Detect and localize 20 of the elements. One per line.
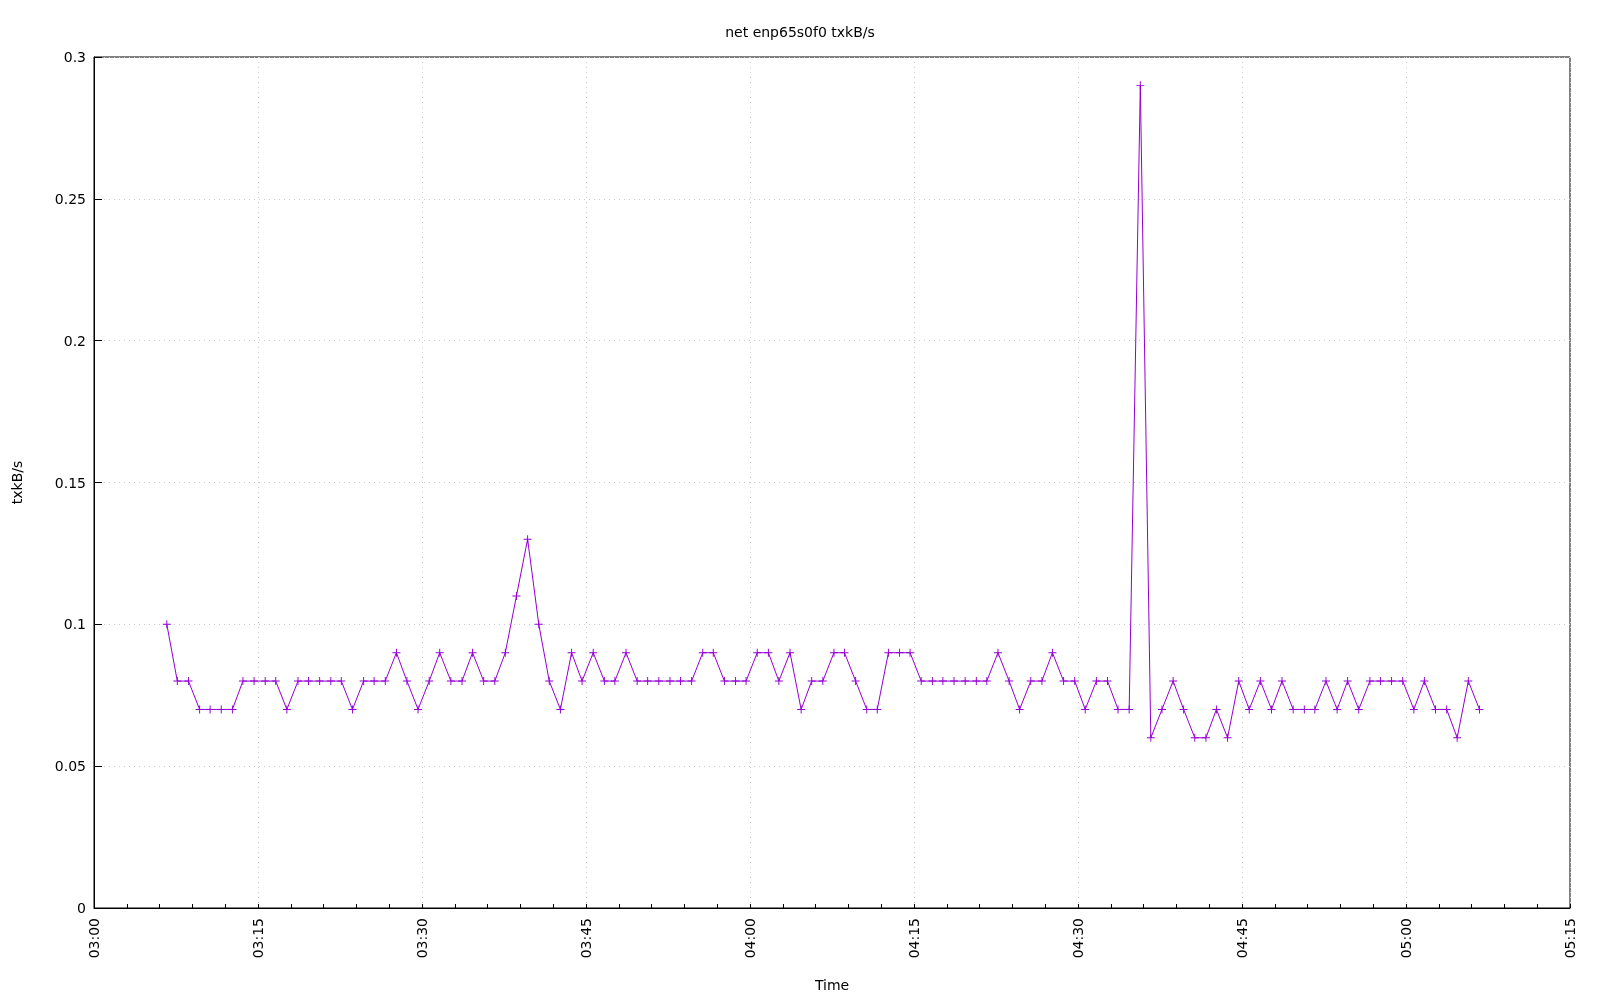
x-tick-label: 04:15 — [906, 918, 922, 959]
y-axis-title: txkB/s — [9, 460, 25, 505]
x-tick-label: 05:15 — [1562, 918, 1578, 959]
y-tick-label: 0.15 — [54, 474, 86, 491]
y-tick-label: 0.1 — [63, 616, 86, 633]
x-tick-label: 03:00 — [86, 918, 102, 959]
y-tick-label: 0.05 — [54, 758, 86, 775]
x-tick-label: 03:45 — [578, 918, 594, 959]
y-tick-label: 0 — [77, 900, 86, 916]
x-tick-label: 03:15 — [250, 918, 266, 959]
x-axis-title: Time — [813, 977, 850, 993]
x-tick-label: 04:45 — [1234, 918, 1250, 959]
y-tick-label: 0.25 — [54, 190, 86, 207]
x-tick-label: 04:00 — [742, 918, 758, 959]
y-tick-label: 0.3 — [63, 49, 86, 65]
x-tick-label: 03:30 — [414, 918, 430, 959]
chart-title: net enp65s0f0 txkB/s — [725, 24, 875, 40]
y-tick-label: 0.2 — [63, 332, 86, 349]
x-tick-label: 05:00 — [1398, 918, 1414, 959]
x-tick-label: 04:30 — [1070, 918, 1086, 959]
